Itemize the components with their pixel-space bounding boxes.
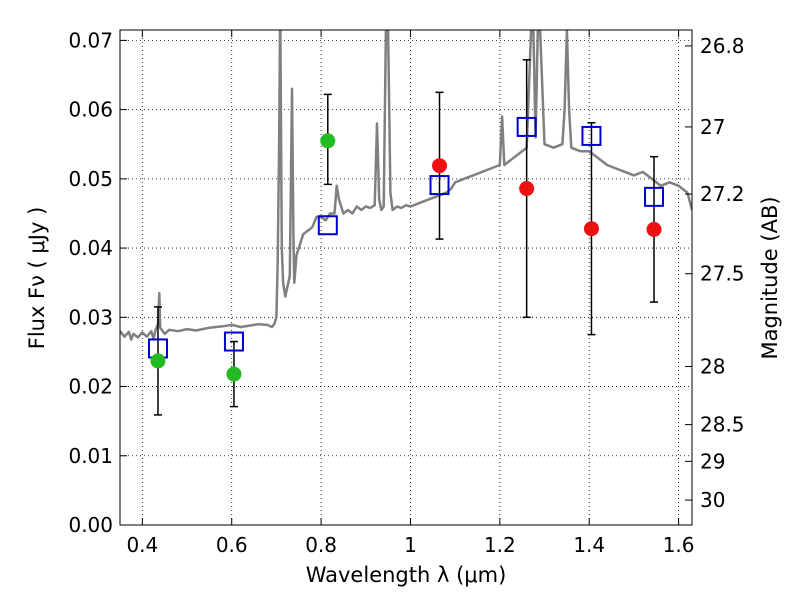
marker-layer [147, 116, 665, 382]
detection-point [226, 366, 242, 382]
upper-limit-point [519, 181, 535, 197]
model-square-point [223, 331, 244, 352]
spectrum-line [120, 30, 692, 341]
y-tick-label: 0.07 [68, 28, 113, 52]
y-tick-label: 0.00 [68, 513, 113, 537]
y2-tick-label: 30 [700, 488, 725, 512]
model-square-point [581, 125, 602, 146]
x-tick-label: 0.8 [305, 533, 337, 557]
x-tick-label: 0.6 [216, 533, 248, 557]
plot-frame [119, 29, 693, 526]
y2-tick-label: 27.2 [700, 182, 745, 206]
upper-limit-point [646, 221, 662, 237]
model-square-point [644, 186, 665, 207]
errorbar-layer [153, 59, 659, 416]
y2-tick-label: 28.5 [700, 413, 745, 437]
detection-point [150, 353, 166, 369]
y-tick-label: 0.02 [68, 375, 113, 399]
x-tick-label: 1.6 [663, 533, 695, 557]
y-tick-label: 0.03 [68, 305, 113, 329]
y-tick-label: 0.06 [68, 98, 113, 122]
y2-tick-label: 28 [700, 354, 725, 378]
spectrum-layer [120, 30, 692, 341]
model-square-point [516, 116, 537, 137]
x-tick-label: 1 [404, 533, 417, 557]
x-tick-label: 0.4 [126, 533, 158, 557]
y-axis-label: Flux Fν ( μJy ) [25, 207, 49, 350]
y-tick-label: 0.04 [68, 236, 113, 260]
upper-limit-point [583, 221, 599, 237]
model-square-point [429, 175, 450, 196]
y2-tick-label: 29 [700, 449, 725, 473]
y2-tick-label: 27 [700, 115, 725, 139]
y-tick-label: 0.01 [68, 444, 113, 468]
detection-point [320, 133, 336, 149]
x-tick-label: 1.4 [573, 533, 605, 557]
y2-axis-label: Magnitude (AB) [758, 196, 782, 359]
y2-tick-label: 26.8 [700, 34, 745, 58]
y-tick-label: 0.05 [68, 167, 113, 191]
upper-limit-point [432, 158, 448, 174]
model-square-point [317, 215, 338, 236]
x-tick-label: 1.2 [484, 533, 516, 557]
x-axis-label: Wavelength λ (μm) [306, 563, 507, 587]
grid-layer [120, 30, 692, 526]
tick-layer: 0.4 0.6 0.8 1 1.2 1.4 1.6 0.00 0.01 0.02 0.03 0.04 0… [68, 28, 744, 557]
y2-tick-label: 27.5 [700, 262, 745, 286]
